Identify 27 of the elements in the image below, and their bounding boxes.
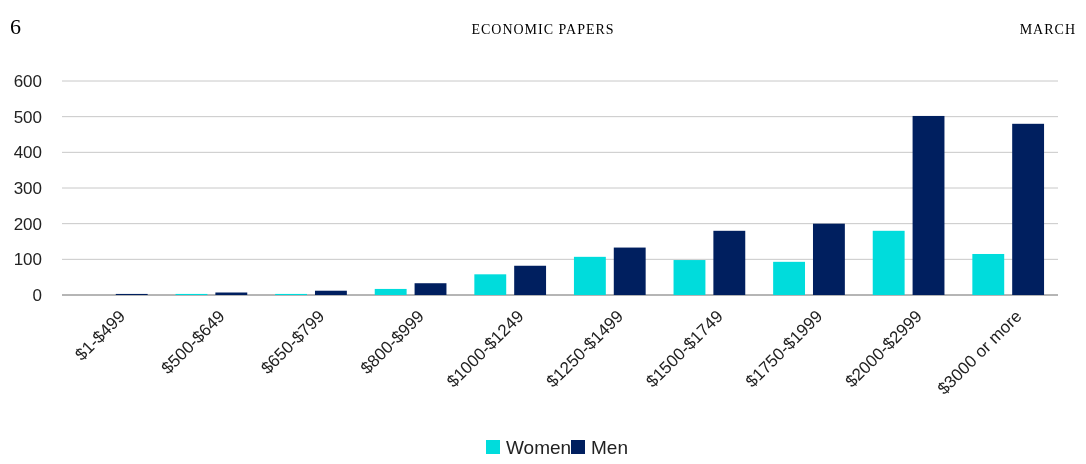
- y-tick-label: 500: [13, 107, 42, 127]
- bar: [414, 283, 447, 295]
- bar: [713, 230, 746, 295]
- y-tick-label: 600: [13, 71, 42, 91]
- y-tick-label: 300: [13, 178, 42, 198]
- text: MARCH: [1019, 22, 1076, 37]
- bar: [514, 265, 547, 295]
- legend-label: Women: [506, 436, 572, 458]
- text: ECONOMIC PAPERS: [471, 22, 615, 37]
- y-tick-label: 100: [13, 250, 42, 270]
- bar: [773, 261, 806, 295]
- bar: [613, 247, 646, 295]
- y-tick-label: 400: [13, 143, 42, 163]
- bar: [673, 260, 706, 295]
- bar: [812, 223, 845, 295]
- bar: [314, 290, 347, 295]
- text: 6: [10, 14, 21, 39]
- bar: [912, 115, 945, 295]
- bar: [872, 230, 905, 295]
- y-tick-label: 200: [13, 214, 42, 234]
- bar: [972, 253, 1005, 295]
- y-tick-label: 0: [32, 285, 42, 305]
- bar: [573, 256, 606, 295]
- bar: [1012, 123, 1045, 295]
- legend-label: Men: [591, 436, 628, 458]
- bar: [474, 274, 507, 295]
- bar: [374, 288, 407, 295]
